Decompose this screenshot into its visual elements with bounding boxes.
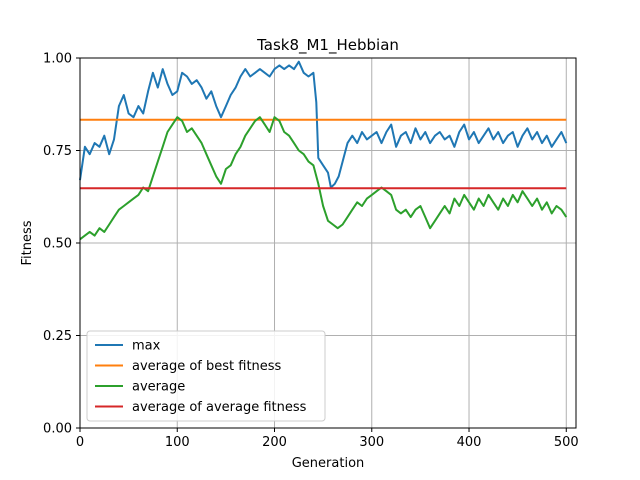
x-tick-label: 100: [165, 435, 190, 450]
series-line-average: [79, 116, 568, 241]
legend: max average of best fitness average average…: [86, 330, 326, 422]
y-axis-label: Fitness: [20, 220, 35, 265]
series-line-max: [79, 60, 568, 189]
x-tick-label: 500: [554, 435, 579, 450]
x-tick-label: 0: [76, 435, 84, 450]
legend-label-average-of-average-fitness: average of average fitness: [132, 400, 307, 415]
x-tick-label: 400: [457, 435, 482, 450]
legend-label-average-of-best-fitness: average of best fitness: [132, 359, 282, 374]
y-tick-label: 0.00: [43, 422, 72, 437]
y-tick-label: 0.50: [43, 237, 72, 252]
legend-label-average: average: [132, 380, 185, 395]
x-tick-label: 300: [359, 435, 384, 450]
series-layer: [79, 60, 568, 241]
y-tick-label: 0.75: [43, 144, 72, 159]
legend-label-max: max: [132, 339, 161, 354]
x-tick-label: 200: [262, 435, 287, 450]
y-tick-label: 1.00: [43, 52, 72, 67]
x-axis-label: Generation: [292, 456, 365, 471]
axis-ticks: 0 100 200 300 400 500 0.00 0.25 0.50 0.75 1.00: [43, 52, 579, 451]
legend-box: [86, 330, 326, 422]
chart-title: Task8_M1_Hebbian: [256, 36, 399, 55]
y-tick-label: 0.25: [43, 329, 72, 344]
